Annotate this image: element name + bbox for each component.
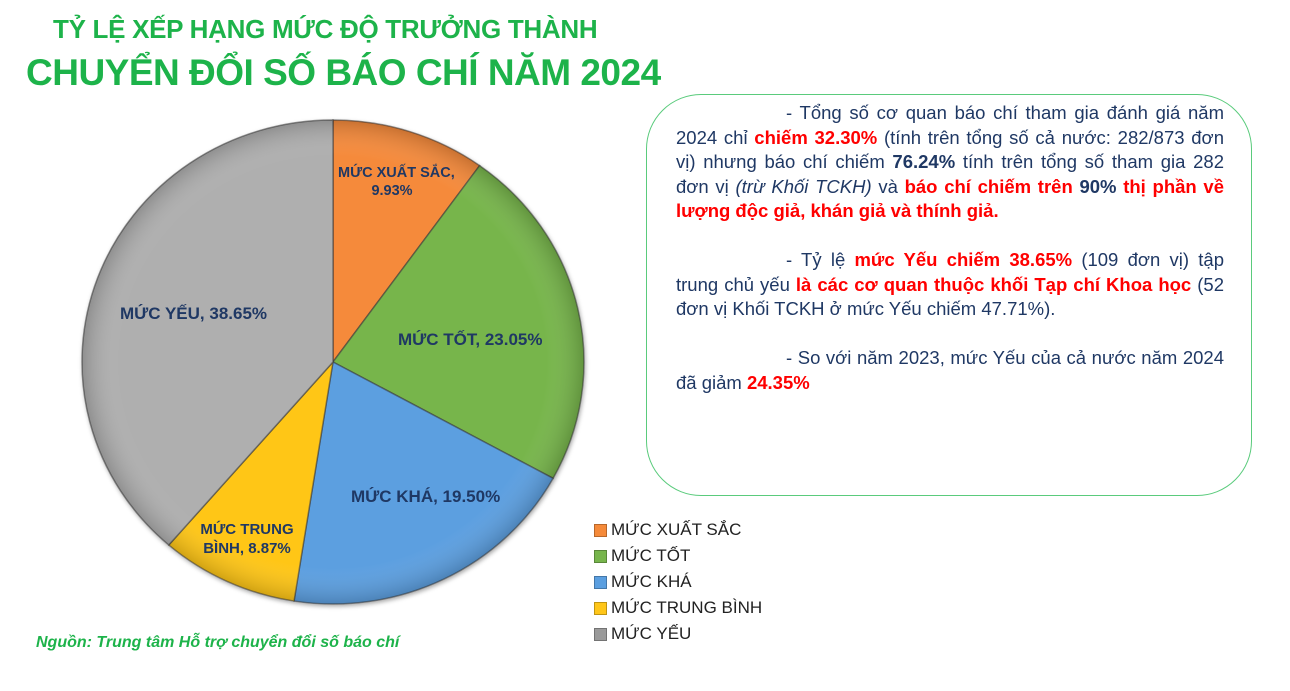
legend-item-tot: MỨC TỐT [594, 543, 762, 569]
legend-swatch-icon [594, 601, 607, 615]
slice-label-yeu: MỨC YẾU, 38.65% [120, 304, 268, 323]
notes-box [646, 94, 1252, 496]
legend-swatch-icon [594, 575, 607, 589]
pie-chart [81, 119, 585, 605]
chart-legend: MỨC XUẤT SẮC MỨC TỐT MỨC KHÁ MỨC TRUNG B… [594, 517, 762, 647]
slice-label-trung-binh: MỨC TRUNG BÌNH, 8.87% [200, 521, 294, 557]
chart-title-line1: TỶ LỆ XẾP HẠNG MỨC ĐỘ TRƯỞNG THÀNH [53, 14, 598, 44]
slice-label-tot: MỨC TỐT, 23.05% [398, 330, 543, 349]
legend-swatch-icon [594, 627, 607, 641]
legend-item-kha: MỨC KHÁ [594, 569, 762, 595]
source-note: Nguồn: Trung tâm Hỗ trợ chuyển đổi số bá… [36, 634, 400, 651]
legend-item-yeu: MỨC YẾU [594, 621, 762, 647]
slice-label-xuat-sac: MỨC XUẤT SẮC, 9.93% [338, 165, 455, 200]
legend-swatch-icon [594, 523, 607, 537]
chart-title-line2: CHUYỂN ĐỔI SỐ BÁO CHÍ NĂM 2024 [26, 52, 661, 93]
note-paragraph-1: - Tổng số cơ quan báo chí tham gia đánh … [676, 102, 1224, 221]
note-paragraph-3: - So với năm 2023, mức Yếu của cả nước n… [676, 347, 1224, 393]
legend-swatch-icon [594, 549, 607, 563]
note-paragraph-2: - Tỷ lệ mức Yếu chiếm 38.65% (109 đơn vị… [676, 249, 1224, 319]
slice-label-kha: MỨC KHÁ, 19.50% [351, 487, 501, 506]
legend-item-xuat-sac: MỨC XUẤT SẮC [594, 517, 762, 543]
notes-text: - Tổng số cơ quan báo chí tham gia đánh … [676, 101, 1224, 395]
legend-item-trung-binh: MỨC TRUNG BÌNH [594, 595, 762, 621]
